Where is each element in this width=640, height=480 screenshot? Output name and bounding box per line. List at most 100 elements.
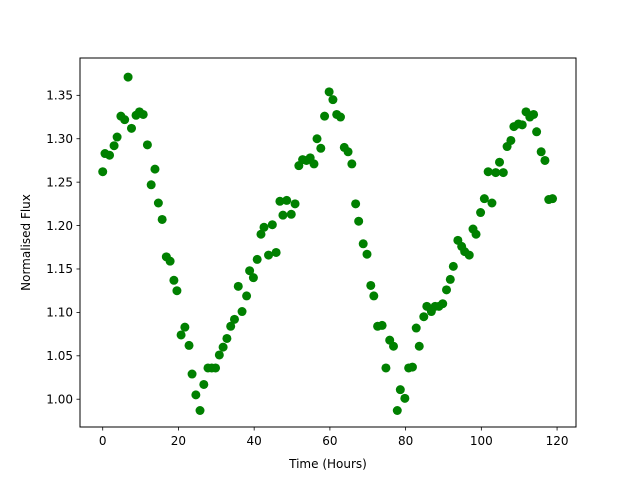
x-tick-label: 60 <box>322 434 337 448</box>
data-point <box>438 299 448 309</box>
data-point <box>123 72 133 82</box>
x-tick-label: 80 <box>398 434 413 448</box>
data-point <box>169 275 179 285</box>
data-point <box>105 150 115 160</box>
data-point <box>146 180 156 190</box>
data-point <box>126 123 136 133</box>
data-point <box>187 369 197 379</box>
data-point <box>548 194 558 204</box>
data-point <box>309 159 319 169</box>
x-tick-label: 120 <box>546 434 569 448</box>
data-point <box>290 199 300 209</box>
data-point <box>282 195 292 205</box>
y-axis-ticks: 1.00 1.05 1.10 1.15 1.20 1.25 1.30 1.35 <box>46 89 80 406</box>
data-point <box>275 196 285 206</box>
data-point <box>389 341 398 351</box>
data-point <box>271 247 281 257</box>
data-point <box>377 320 387 330</box>
data-point <box>316 143 326 153</box>
data-point <box>498 168 508 178</box>
data-point <box>529 109 539 119</box>
data-point <box>395 385 405 395</box>
data-point <box>211 363 221 373</box>
data-point <box>358 239 368 249</box>
x-tick-label: 0 <box>99 434 107 448</box>
data-point <box>248 273 258 283</box>
y-tick-label: 1.00 <box>46 392 73 406</box>
plot-frame <box>79 57 577 428</box>
data-point <box>362 249 372 259</box>
data-point <box>464 250 474 260</box>
data-point <box>138 109 148 119</box>
data-point <box>195 406 205 415</box>
data-point <box>491 168 501 178</box>
data-point <box>157 214 167 224</box>
data-point <box>392 406 402 415</box>
data-point <box>351 199 361 209</box>
data-points <box>98 72 558 415</box>
y-tick-label: 1.05 <box>46 349 73 363</box>
data-point <box>184 340 194 350</box>
y-tick-label: 1.20 <box>46 219 73 233</box>
data-point <box>312 134 322 144</box>
data-point <box>286 209 296 219</box>
data-point <box>324 87 334 97</box>
data-point <box>256 229 266 239</box>
data-point <box>153 198 163 208</box>
x-tick-label: 20 <box>171 434 186 448</box>
data-point <box>259 222 269 232</box>
data-point <box>172 286 182 296</box>
data-point <box>233 281 243 291</box>
data-point <box>245 266 255 276</box>
data-point <box>142 140 152 150</box>
data-point <box>487 198 497 208</box>
data-point <box>180 322 190 332</box>
data-point <box>369 291 379 301</box>
data-point <box>506 135 516 145</box>
y-tick-label: 1.30 <box>46 132 73 146</box>
data-point <box>517 120 527 130</box>
data-point <box>414 341 424 351</box>
x-tick-label: 40 <box>247 434 262 448</box>
data-point <box>381 363 391 373</box>
data-point <box>407 362 417 372</box>
data-point <box>242 291 252 301</box>
y-tick-label: 1.35 <box>46 89 73 103</box>
data-point <box>176 330 186 340</box>
data-point <box>191 390 201 400</box>
data-point <box>112 132 122 142</box>
data-point <box>532 127 542 137</box>
data-point <box>222 333 232 343</box>
data-point <box>98 167 108 177</box>
data-point <box>328 95 338 105</box>
data-point <box>536 147 546 157</box>
data-point <box>366 280 376 290</box>
data-point <box>214 350 224 360</box>
y-tick-label: 1.25 <box>46 175 73 189</box>
x-axis-ticks: 0 20 40 60 80 100 120 <box>99 427 569 448</box>
data-point <box>252 254 262 264</box>
data-point <box>343 147 353 157</box>
data-point <box>419 312 429 322</box>
y-tick-label: 1.15 <box>46 262 73 276</box>
data-point <box>411 323 421 333</box>
data-point <box>226 321 236 331</box>
data-point <box>218 342 228 352</box>
data-point <box>120 115 130 125</box>
data-point <box>109 141 119 151</box>
data-point <box>479 194 489 204</box>
data-point <box>199 379 209 389</box>
data-point <box>442 285 452 295</box>
data-point <box>347 159 357 169</box>
data-point <box>471 229 481 239</box>
data-point <box>150 164 160 174</box>
data-point <box>495 157 505 167</box>
data-point <box>445 274 455 284</box>
data-point <box>278 210 288 220</box>
data-point <box>483 167 493 177</box>
x-axis-label: Time (Hours) <box>288 457 367 471</box>
data-point <box>448 261 458 271</box>
data-point <box>476 208 486 218</box>
